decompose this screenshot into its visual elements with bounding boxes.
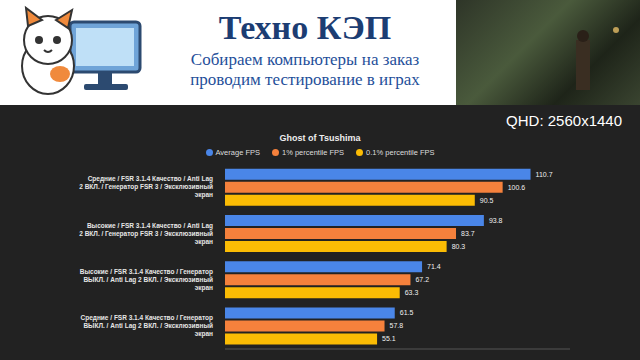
svg-text:83.7: 83.7 (461, 230, 475, 237)
svg-text:90.5: 90.5 (480, 197, 494, 204)
svg-text:55.1: 55.1 (382, 335, 396, 342)
html-text:Ghost of Tsushima: Ghost of Tsushima (279, 133, 361, 143)
svg-text:110.7: 110.7 (536, 171, 553, 178)
html-text:1% percentile FPS: 1% percentile FPS (282, 148, 345, 157)
svg-text:63.3: 63.3 (405, 289, 419, 296)
svg-text:57.8: 57.8 (390, 322, 404, 329)
svg-text:80.3: 80.3 (452, 243, 466, 250)
svg-text:100.6: 100.6 (508, 184, 526, 191)
svg-text:Средние / FSR 3.1.4 Качество /: Средние / FSR 3.1.4 Качество / Anti Lag2… (79, 175, 213, 199)
svg-text:61.5: 61.5 (400, 309, 414, 316)
svg-text:67.2: 67.2 (415, 276, 429, 283)
html-text:Average FPS: Average FPS (215, 148, 260, 157)
html-text:Техно КЭП: Техно КЭП (218, 9, 392, 46)
svg-text:93.8: 93.8 (489, 217, 503, 224)
svg-text:Высокие / FSR 3.1.4 Качество /: Высокие / FSR 3.1.4 Качество / Генератор… (80, 268, 213, 292)
svg-text:Высокие / FSR 3.1.4 Качество /: Высокие / FSR 3.1.4 Качество / Anti Lag2… (79, 222, 213, 246)
html-text:0.1% percentile FPS: 0.1% percentile FPS (366, 148, 435, 157)
html-text:Собираем компьютеры на заказ: Собираем компьютеры на заказ (190, 50, 420, 69)
html-text:QHD: 2560x1440: QHD: 2560x1440 (506, 112, 622, 129)
svg-text:Средние / FSR 3.1.4 Качество /: Средние / FSR 3.1.4 Качество / Генератор… (81, 314, 214, 338)
svg-text:71.4: 71.4 (427, 263, 441, 270)
html-text:проводим тестирование в играх: проводим тестирование в играх (190, 70, 420, 89)
